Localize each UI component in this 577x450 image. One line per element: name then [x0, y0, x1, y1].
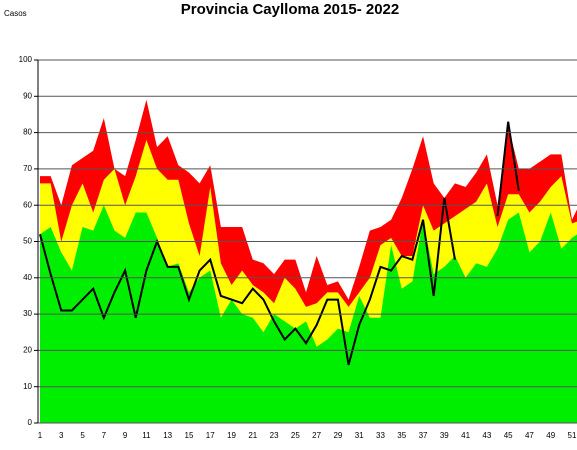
x-tick-label: 29	[333, 431, 342, 440]
x-tick-label: 9	[123, 431, 128, 440]
x-tick-label: 3	[59, 431, 64, 440]
x-tick-label: 27	[312, 431, 321, 440]
y-tick-label: 70	[23, 164, 32, 173]
x-tick-label: 37	[419, 431, 428, 440]
y-tick-label: 20	[23, 346, 32, 355]
x-tick-label: 45	[504, 431, 513, 440]
x-tick-label: 5	[80, 431, 85, 440]
y-tick-label: 90	[23, 91, 32, 100]
y-tick-label: 60	[23, 200, 32, 209]
plot-area	[39, 99, 577, 423]
x-tick-label: 19	[227, 431, 236, 440]
x-tick-label: 43	[482, 431, 491, 440]
y-tick-label: 80	[23, 128, 32, 137]
x-tick-label: 41	[461, 431, 470, 440]
y-tick-label: 30	[23, 309, 32, 318]
x-tick-label: 39	[440, 431, 449, 440]
x-tick-label: 1	[38, 431, 43, 440]
x-tick-label: 47	[525, 431, 534, 440]
x-tick-label: 13	[163, 431, 172, 440]
y-tick-label: 10	[23, 382, 32, 391]
y-tick-label: 50	[23, 237, 32, 246]
x-tick-label: 23	[270, 431, 279, 440]
x-tick-label: 15	[185, 431, 194, 440]
y-tick-label: 100	[19, 55, 33, 64]
x-tick-label: 11	[142, 431, 151, 440]
x-tick-label: 7	[102, 431, 107, 440]
series-area	[40, 205, 577, 423]
x-tick-label: 33	[376, 431, 385, 440]
y-tick-label: 40	[23, 273, 32, 282]
x-tick-label: 35	[397, 431, 406, 440]
x-tick-label: 49	[546, 431, 555, 440]
x-tick-label: 31	[355, 431, 364, 440]
x-tick-label: 51	[568, 431, 577, 440]
x-tick-label: 17	[206, 431, 215, 440]
y-tick-label: 0	[28, 418, 33, 427]
series-line	[39, 121, 520, 366]
y-axis-label: Casos	[4, 9, 27, 18]
x-tick-label: 21	[248, 431, 257, 440]
chart-title: Provincia Caylloma 2015- 2022	[181, 1, 399, 18]
x-tick-label: 25	[291, 431, 300, 440]
